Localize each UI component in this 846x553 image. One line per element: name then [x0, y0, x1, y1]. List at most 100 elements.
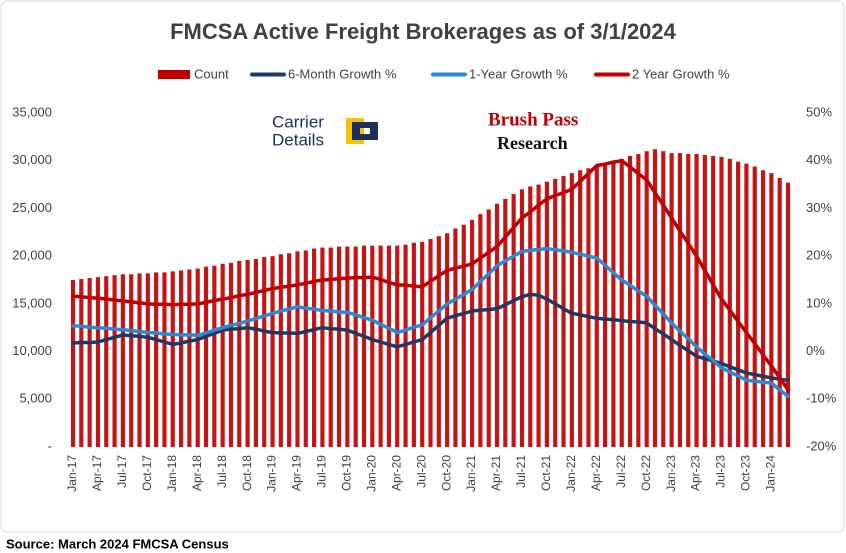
bar [594, 165, 599, 447]
bar [137, 273, 142, 447]
chart-title: FMCSA Active Freight Brokerages as of 3/… [170, 19, 677, 44]
bar [636, 154, 641, 447]
bar [445, 233, 450, 447]
bar [245, 259, 250, 447]
x-tick-label: Apr-22 [589, 455, 603, 491]
bar [686, 154, 691, 447]
x-tick-label: Jul-21 [514, 455, 528, 488]
bar [486, 209, 491, 447]
bar [536, 184, 541, 448]
y2-tick-label: -10% [806, 391, 837, 406]
bar [179, 270, 184, 447]
x-tick-label: Apr-18 [190, 455, 204, 491]
x-tick-label: Oct-22 [639, 455, 653, 491]
x-tick-label: Jul-23 [714, 455, 728, 488]
bar [528, 186, 533, 448]
legend-label: 1-Year Growth % [469, 66, 568, 81]
bar [154, 272, 159, 447]
x-tick-label: Apr-20 [389, 455, 403, 491]
bar [769, 173, 774, 447]
bar [478, 214, 483, 447]
y2-tick-label: 20% [806, 248, 832, 263]
y2-tick-label: 50% [806, 104, 832, 119]
bar [627, 155, 633, 447]
bar [752, 166, 757, 447]
legend-label: 2 Year Growth % [632, 66, 730, 81]
logo-icon [352, 122, 378, 140]
legend-label: Count [194, 66, 229, 81]
bar [461, 224, 466, 447]
bar [519, 189, 525, 448]
bar [336, 246, 342, 447]
bar [320, 247, 325, 447]
x-tick-label: Jul-19 [315, 455, 329, 488]
bar [79, 279, 84, 447]
y-tick-label: 25,000 [12, 200, 52, 215]
bar [420, 241, 425, 447]
bar [553, 178, 558, 448]
y-tick-label: 30,000 [12, 152, 52, 167]
x-tick-label: Oct-23 [739, 455, 753, 491]
bar [453, 228, 458, 447]
x-tick-label: Jul-17 [115, 455, 129, 488]
bar [777, 177, 782, 448]
x-tick-label: Oct-20 [439, 455, 453, 491]
bar [694, 154, 699, 447]
bar [644, 151, 649, 447]
x-tick-label: Jan-23 [664, 455, 678, 492]
bar [677, 153, 682, 447]
bar [112, 275, 117, 447]
y2-tick-label: 40% [806, 152, 832, 167]
logo-text: Carrier [272, 112, 324, 131]
bar [494, 203, 500, 447]
bar [120, 274, 125, 447]
bar [611, 160, 616, 447]
bar [702, 154, 707, 447]
x-tick-label: Jan-24 [764, 455, 778, 492]
x-tick-label: Jul-22 [614, 455, 628, 488]
y2-tick-label: 30% [806, 200, 832, 215]
bar [345, 246, 350, 447]
bar [195, 268, 200, 447]
x-tick-label: Oct-19 [340, 455, 354, 491]
bar [104, 276, 109, 447]
bar [760, 170, 766, 447]
x-tick-label: Apr-17 [90, 455, 104, 491]
bar [70, 280, 76, 447]
logo-text: Brush Pass [488, 109, 578, 130]
bar [411, 242, 416, 447]
legend-swatch [158, 70, 190, 79]
x-tick-label: Jan-18 [165, 455, 179, 492]
bar [270, 256, 275, 447]
logo-text: Research [497, 133, 568, 153]
y2-tick-label: 0% [806, 343, 825, 358]
x-tick-label: Jan-19 [265, 455, 279, 492]
bar [95, 277, 101, 447]
x-tick-label: Apr-23 [689, 455, 703, 491]
x-tick-label: Oct-21 [539, 455, 553, 491]
bar [378, 245, 383, 447]
bar [736, 161, 741, 447]
x-tick-label: Oct-18 [240, 455, 254, 491]
x-tick-label: Apr-21 [489, 455, 503, 491]
bar [295, 251, 300, 447]
logo-text: Details [272, 130, 324, 149]
bar [203, 266, 209, 447]
bar [87, 278, 92, 447]
x-tick-label: Jan-20 [364, 455, 378, 492]
bar [170, 271, 175, 447]
legend-label: 6-Month Growth % [288, 66, 397, 81]
bar [428, 238, 433, 447]
y-tick-label: 10,000 [12, 343, 52, 358]
bar [785, 182, 791, 448]
bar [619, 158, 624, 447]
bar [603, 163, 608, 447]
bar [711, 155, 716, 447]
x-tick-label: Jan-22 [564, 455, 578, 492]
y-tick-label: - [48, 438, 52, 453]
bar [744, 163, 749, 447]
bar [469, 219, 475, 447]
bar [370, 245, 375, 447]
bar [253, 259, 258, 447]
bar [212, 265, 217, 447]
